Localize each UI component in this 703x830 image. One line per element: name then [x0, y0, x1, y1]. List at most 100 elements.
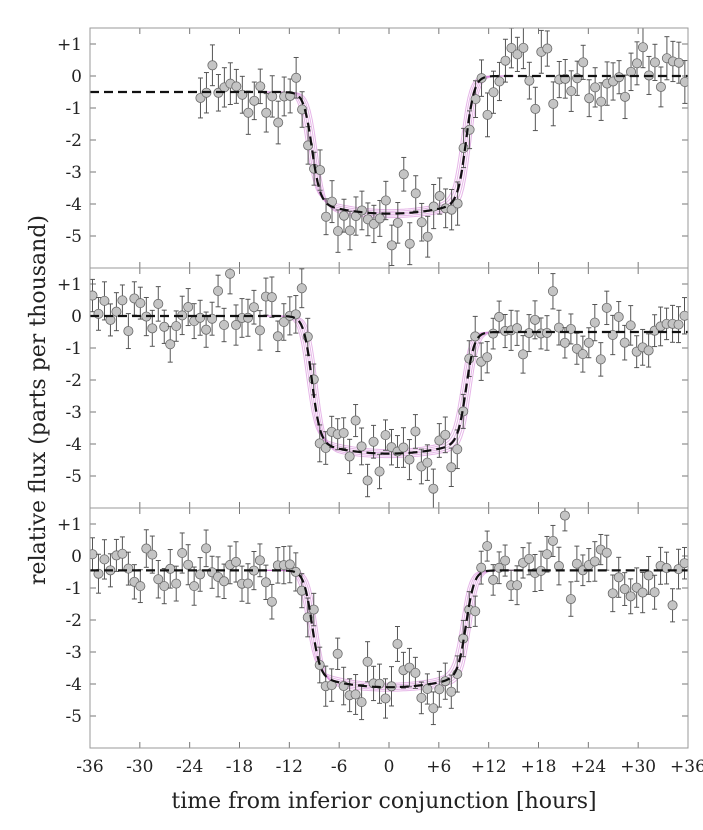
- data-point: [111, 306, 122, 317]
- data-point: [548, 98, 559, 109]
- data-point: [637, 587, 648, 598]
- data-point: [613, 311, 624, 322]
- y-tick-label: 0: [71, 547, 82, 567]
- data-point: [255, 81, 266, 92]
- y-tick-label: -2: [65, 371, 82, 391]
- data-point: [248, 302, 259, 313]
- data-point: [189, 581, 200, 592]
- x-axis-title: time from inferior conjunction [hours]: [171, 789, 596, 814]
- data-point: [637, 42, 648, 53]
- data-point: [428, 483, 439, 494]
- data-point: [344, 225, 355, 236]
- data-point: [589, 317, 600, 328]
- data-point: [386, 240, 397, 251]
- x-tick-labels: -36 -30 -24 -18 -12 -6 0 +6 +12 +18 +24 +30 +36: [76, 757, 703, 777]
- data-point: [506, 43, 517, 54]
- data-point: [177, 548, 188, 559]
- data-point: [171, 578, 182, 589]
- data-point: [500, 555, 511, 566]
- data-point: [553, 322, 564, 333]
- data-point: [254, 325, 265, 336]
- data-point: [566, 86, 577, 97]
- data-point: [667, 600, 678, 611]
- x-tick-label: +6: [426, 757, 451, 777]
- data-point: [273, 117, 284, 128]
- y-tick-label: +1: [57, 275, 82, 295]
- data-point: [518, 349, 529, 360]
- data-point: [488, 87, 499, 98]
- y-axis-title: relative flux (parts per thousand): [26, 215, 51, 585]
- data-point: [625, 591, 636, 602]
- data-point: [452, 198, 463, 209]
- data-point: [494, 311, 505, 322]
- data-point: [482, 109, 493, 120]
- data-point: [350, 689, 361, 700]
- data-point: [338, 428, 349, 439]
- data-point: [93, 308, 104, 319]
- y-tick-label: -3: [65, 163, 82, 183]
- data-point: [344, 451, 355, 462]
- data-point: [458, 142, 469, 153]
- data-point: [213, 286, 224, 297]
- data-point: [559, 337, 570, 348]
- data-point: [518, 42, 529, 53]
- data-point: [207, 60, 218, 71]
- data-point: [356, 441, 367, 452]
- data-point: [655, 81, 666, 92]
- data-point: [632, 58, 643, 69]
- y-tick-label: -1: [65, 579, 82, 599]
- data-point: [643, 570, 654, 581]
- data-point: [512, 323, 523, 334]
- data-point: [410, 667, 421, 678]
- panel-frame: [89, 267, 689, 509]
- data-point: [542, 43, 553, 54]
- x-tick-label: +24: [570, 757, 606, 777]
- data-point: [261, 107, 272, 118]
- data-point: [565, 594, 576, 605]
- data-point: [547, 286, 558, 297]
- data-point: [601, 547, 612, 558]
- x-tick-label: +18: [521, 757, 557, 777]
- data-point: [195, 312, 206, 323]
- plot-area: [90, 268, 688, 508]
- data-point: [649, 587, 660, 598]
- data-point: [392, 217, 403, 228]
- data-point: [159, 321, 170, 332]
- data-point: [578, 57, 589, 68]
- data-point: [404, 238, 415, 249]
- data-point: [117, 548, 128, 559]
- data-point: [422, 457, 433, 468]
- data-point: [123, 326, 134, 337]
- data-point: [314, 660, 325, 671]
- y-tick-label: -4: [65, 675, 82, 695]
- data-point: [165, 563, 176, 574]
- y-tick-label: +1: [57, 515, 82, 535]
- x-tick-label: -24: [176, 757, 203, 777]
- data-point: [183, 302, 194, 313]
- data-point: [494, 76, 505, 87]
- x-tick-label: -6: [331, 757, 348, 777]
- x-tick-label: +12: [471, 757, 507, 777]
- y-tick-label: -5: [65, 467, 82, 487]
- data-point: [135, 581, 146, 592]
- data-point: [201, 543, 212, 554]
- y-tick-label: -2: [65, 131, 82, 151]
- data-point: [266, 292, 277, 303]
- data-point: [356, 205, 367, 216]
- data-point: [398, 442, 409, 453]
- data-point: [643, 345, 654, 356]
- data-point: [254, 555, 265, 566]
- data-point: [679, 310, 688, 321]
- data-point: [446, 686, 457, 697]
- data-point: [332, 648, 343, 659]
- data-point: [153, 298, 164, 309]
- data-point: [619, 584, 630, 595]
- x-tick-label: -30: [126, 757, 153, 777]
- data-point: [272, 331, 283, 342]
- data-point: [614, 72, 625, 83]
- panels-layer: +1 0 -1 -2 -3 -4 -5 +1 0 -1 -2 -3 -4 -5 +1 0 -1 -2 -3 -4 -5: [57, 27, 689, 749]
- data-point: [380, 195, 391, 206]
- data-point: [577, 349, 588, 360]
- x-tick-label: 0: [384, 757, 395, 777]
